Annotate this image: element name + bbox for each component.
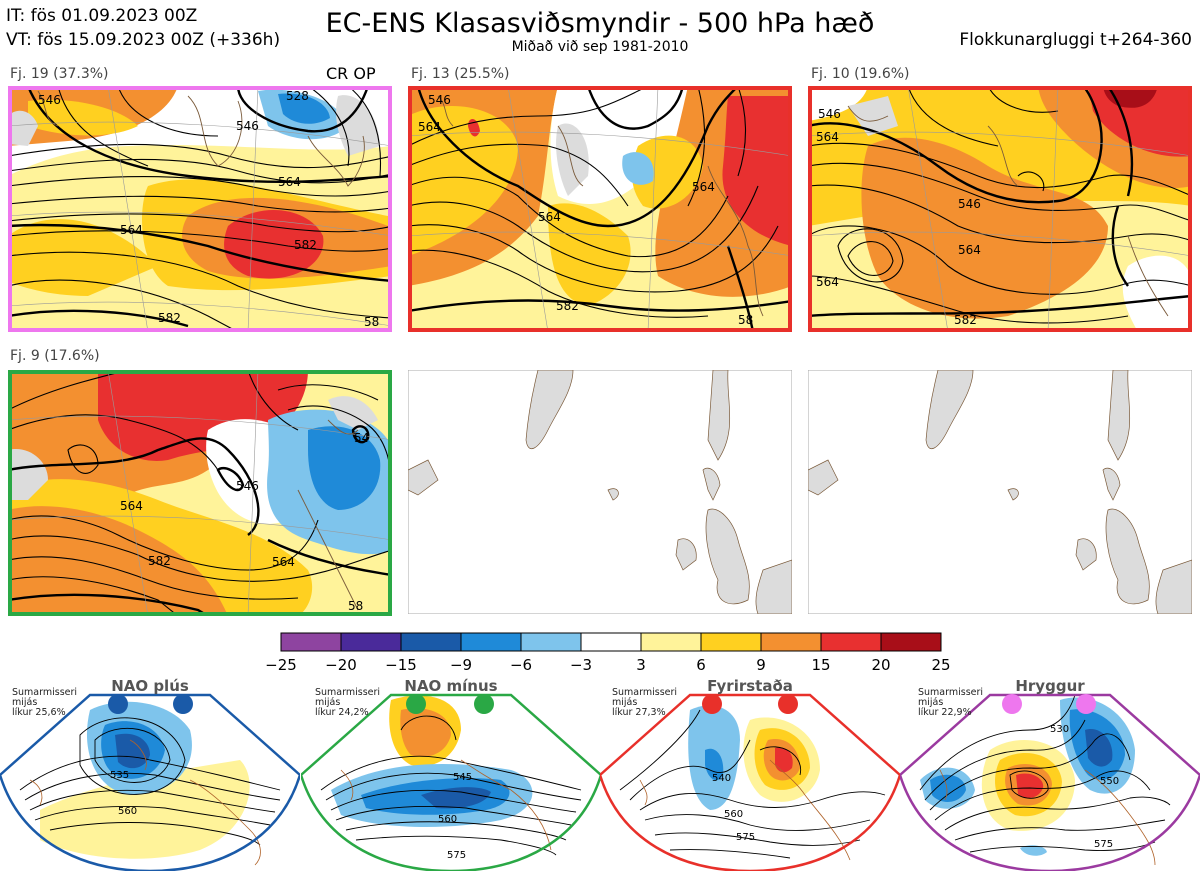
panel-label-2: Fj. 13 (25.5%) [411,66,510,82]
colorbar-tick-label: 3 [636,656,646,674]
contour-label: 564 [692,180,715,194]
contour-label: 54 [354,431,369,445]
contour-label: 564 [816,275,839,289]
contour-label: 546 [428,93,451,107]
regime-title: NAO mínus [404,677,498,695]
colorbar-swatch [700,632,762,652]
contour-label: 560 [724,809,743,820]
contour-label: 582 [158,311,181,325]
contour-label: 575 [1094,839,1113,850]
colorbar-tick-label: −9 [449,656,473,674]
contour-label: 582 [954,313,977,327]
colorbar-tick-label: −25 [265,656,297,674]
colorbar-swatch [400,632,462,652]
colorbar-swatch [280,632,342,652]
colorbar-swatch [460,632,522,652]
header-times: IT: fös 01.09.2023 00Z VT: fös 15.09.202… [6,4,280,52]
contour-label: 564 [958,243,981,257]
colorbar-tick-label: 20 [871,656,891,674]
contour-label: 58 [364,315,379,329]
contour-label: 58 [738,313,753,327]
classification-window: Flokkunargluggi t+264-360 [959,30,1192,50]
regime-note: Sumarmisseri mijás líkur 27,3% [612,687,678,718]
empty-map-5 [408,370,792,614]
cluster-map-1: 528 546 564 564 582 582 546 58 [8,86,392,332]
contour-label: 575 [447,850,466,861]
contour-label: 564 [418,120,441,134]
colorbar-swatch [820,632,882,652]
regime-title: Fyrirstaða [707,677,793,695]
panel-border [808,86,1192,332]
contour-label: 530 [1050,724,1069,735]
contour-label: 564 [120,223,143,237]
contour-label: 535 [110,770,129,781]
panel-border [408,86,792,332]
colorbar-tick-label: 9 [756,656,766,674]
panel-border [8,86,392,332]
contour-label: 560 [118,806,137,817]
regime-title: NAO plús [111,677,189,695]
contour-label: 550 [1100,776,1119,787]
colorbar-swatch [580,632,642,652]
colorbar-tick-label: −15 [385,656,417,674]
contour-label: 564 [272,555,295,569]
contour-label: 564 [120,499,143,513]
page-subtitle: Miðað við sep 1981-2010 [511,39,689,55]
init-time: IT: fös 01.09.2023 00Z [6,6,198,26]
empty-map-6 [808,370,1192,614]
contour-label: 564 [538,210,561,224]
colorbar-tick-label: −3 [569,656,593,674]
regime-blocking: 540 560 575 Fyrirstaða Sumarmisseri mijás… [600,677,900,871]
colorbar-tick-label: 6 [696,656,706,674]
regime-title: Hryggur [1015,677,1085,695]
panel-border [8,370,392,616]
regime-note: Sumarmisseri mijás líkur 25,6% [12,687,78,718]
colorbar-tick-label: 15 [811,656,831,674]
regime-ridge: 530 550 575 Hryggur Sumarmisseri mijás lík… [900,677,1200,871]
contour-label: 564 [816,130,839,144]
contour-label: 58 [348,599,363,613]
contour-label: 582 [556,299,579,313]
contour-label: 575 [736,832,755,843]
contour-label: 546 [236,479,259,493]
colorbar-swatch [340,632,402,652]
colorbar-swatch [880,632,942,652]
contour-label: 582 [148,554,171,568]
regime-nao-plus: 535 560 NAO plús Sumarmisseri mijás líkur … [0,677,300,871]
cluster-map-4: 546 564 564 582 58 54 [8,370,392,616]
contour-label: 546 [236,119,259,133]
control-operational-marker: CR OP [326,64,376,83]
contour-label: 546 [38,93,61,107]
colorbar-swatch [520,632,582,652]
contour-label: 564 [278,175,301,189]
contour-label: 540 [712,773,731,784]
regime-nao-minus: 545 560 575 NAO mínus Sumarmisseri mijás l… [301,677,601,871]
panel-label-3: Fj. 10 (19.6%) [811,66,910,82]
cluster-map-3: 546 564 564 564 582 546 [808,86,1192,332]
regime-note: Sumarmisseri mijás líkur 24,2% [315,687,381,718]
page-title: EC-ENS Klasasviðsmyndir - 500 hPa hæð [325,8,875,39]
cluster-map-2: 546 564 564 564 582 58 [408,86,792,332]
colorbar-tick-label: −6 [509,656,533,674]
contour-label: 528 [286,89,309,103]
valid-time: VT: fös 15.09.2023 00Z (+336h) [6,30,281,50]
colorbar [280,632,942,652]
regime-note: Sumarmisseri mijás líkur 22,9% [918,687,984,718]
colorbar-swatch [640,632,702,652]
contour-label: 545 [453,772,472,783]
panel-label-4: Fj. 9 (17.6%) [10,348,100,364]
contour-label: 582 [294,238,317,252]
contour-label: 546 [818,107,841,121]
colorbar-tick-label: −20 [325,656,357,674]
contour-label: 546 [958,197,981,211]
panel-label-1: Fj. 19 (37.3%) [10,66,109,82]
colorbar-swatch [760,632,822,652]
contour-label: 560 [438,814,457,825]
colorbar-tick-label: 25 [931,656,951,674]
